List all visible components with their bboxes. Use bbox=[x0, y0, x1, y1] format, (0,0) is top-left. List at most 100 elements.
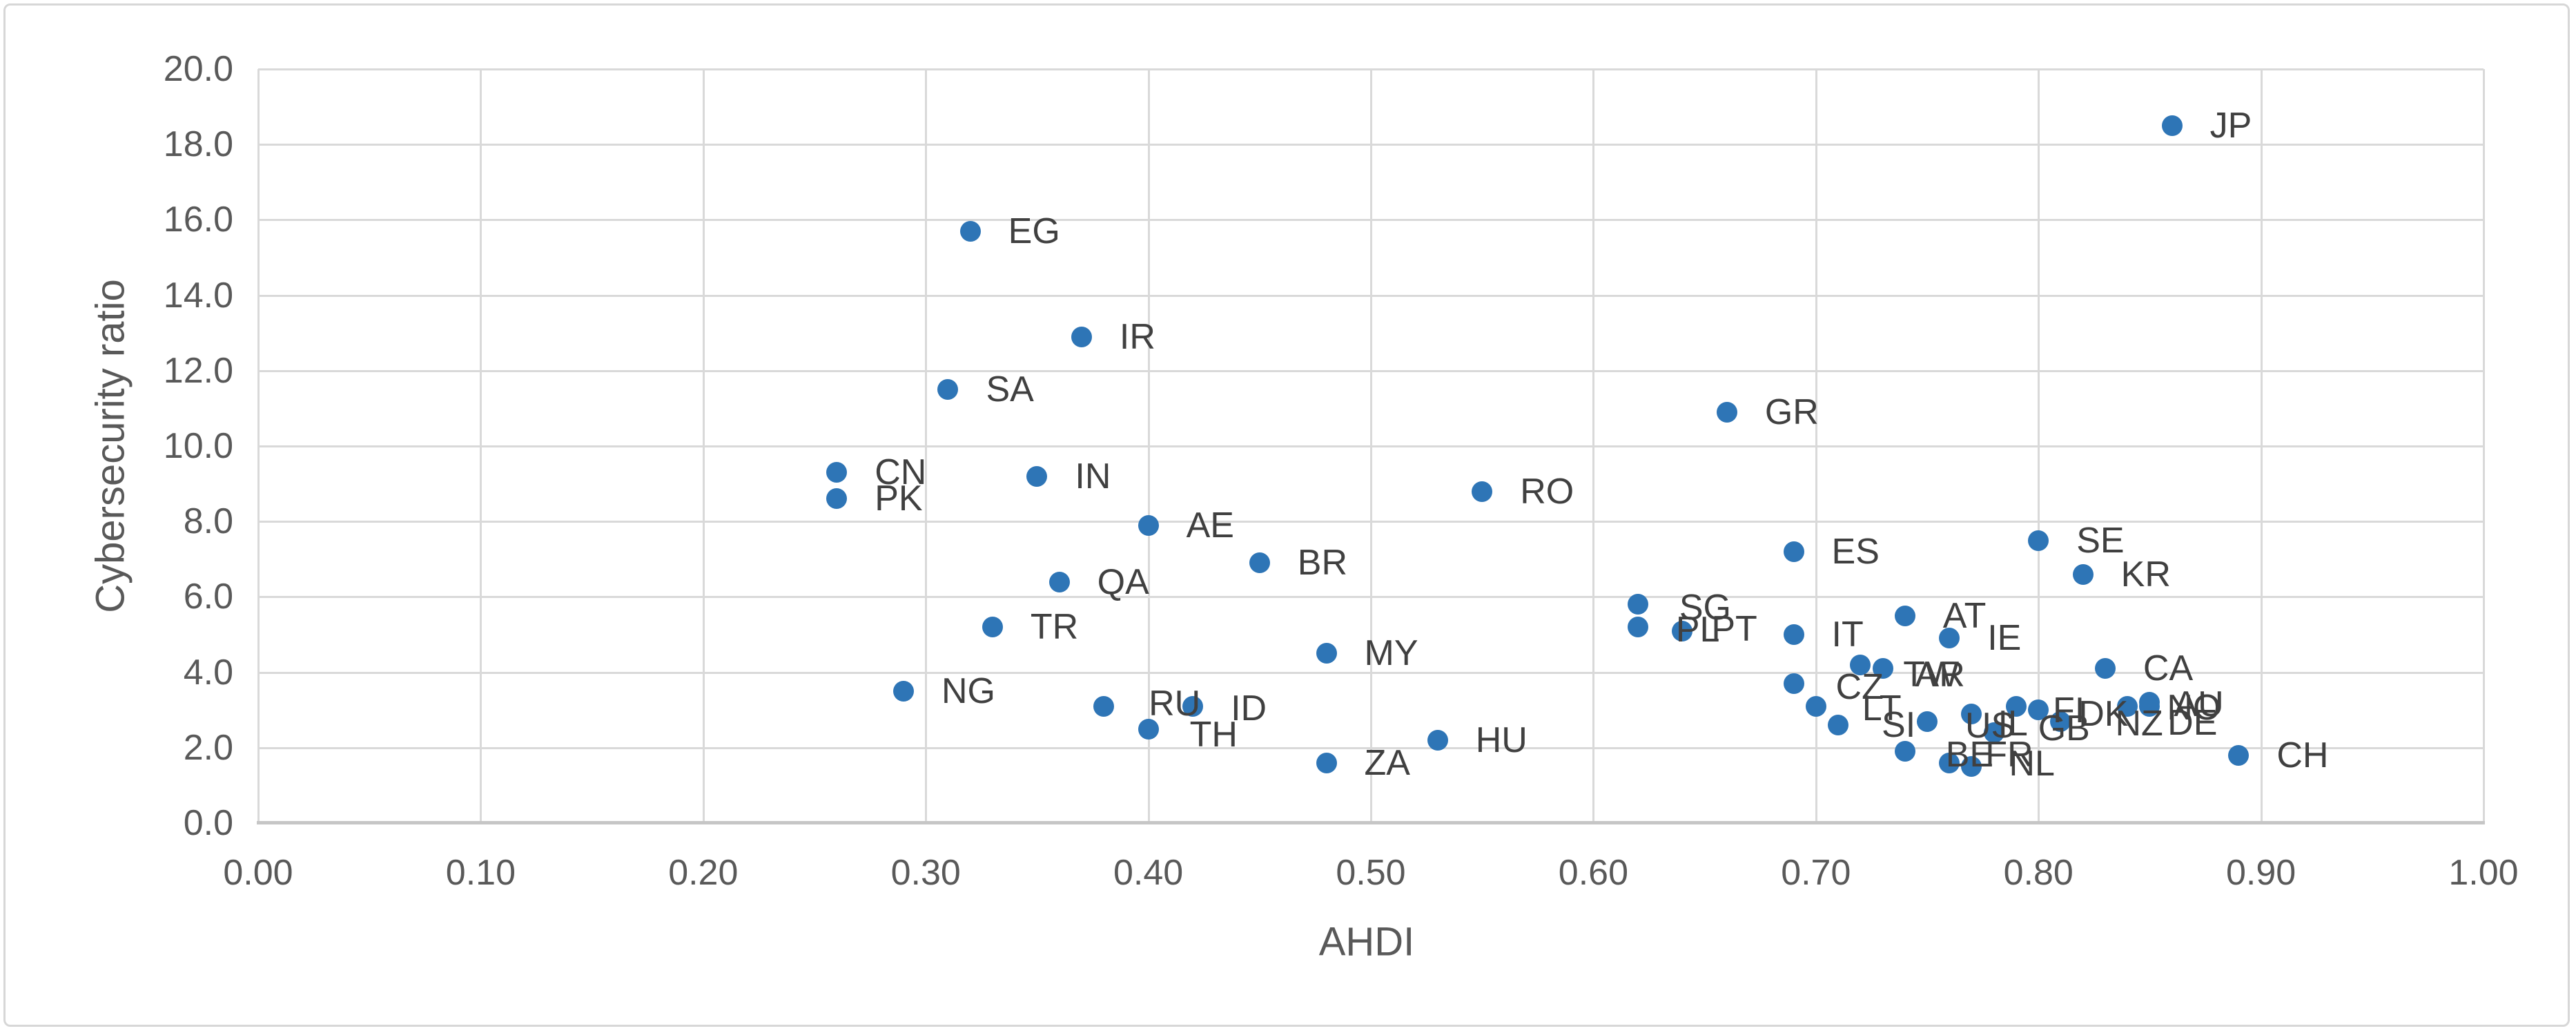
y-tick-label: 2.0 bbox=[183, 727, 233, 768]
point-label-DE: DE bbox=[2167, 702, 2218, 743]
point-label-IL: IL bbox=[1998, 703, 2028, 744]
data-point-US bbox=[1917, 711, 1938, 732]
y-tick-label: 0.0 bbox=[183, 803, 233, 843]
point-label-CN: CN bbox=[875, 452, 927, 493]
gridline-horizontal bbox=[258, 369, 2484, 372]
y-tick-label: 12.0 bbox=[163, 350, 233, 391]
data-point-NO bbox=[2139, 695, 2160, 717]
data-point-BR bbox=[1249, 552, 1270, 574]
x-tick-label: 0.30 bbox=[890, 853, 961, 893]
data-point-SI bbox=[1828, 715, 1849, 736]
point-label-EG: EG bbox=[1008, 211, 1060, 251]
point-label-QA: QA bbox=[1097, 561, 1149, 602]
point-label-MY: MY bbox=[1364, 633, 1418, 674]
gridline-horizontal bbox=[258, 68, 2484, 70]
y-tick-label: 16.0 bbox=[163, 200, 233, 240]
data-point-IT bbox=[1783, 624, 1804, 645]
data-point-RO bbox=[1472, 481, 1493, 502]
gridline-horizontal bbox=[258, 144, 2484, 146]
data-point-IR bbox=[1071, 326, 1092, 347]
data-point-SG bbox=[1627, 594, 1648, 615]
x-tick-label: 0.90 bbox=[2225, 853, 2296, 893]
point-label-LT: LT bbox=[1862, 688, 1902, 728]
point-label-IT: IT bbox=[1831, 615, 1864, 655]
data-point-FI bbox=[2005, 695, 2027, 717]
point-label-AU: AU bbox=[2174, 684, 2224, 725]
gridline-horizontal bbox=[258, 521, 2484, 523]
point-label-NL: NL bbox=[2009, 744, 2055, 784]
data-point-GR bbox=[1716, 401, 1737, 423]
data-point-JP bbox=[2161, 115, 2183, 136]
y-tick-label: 14.0 bbox=[163, 275, 233, 316]
point-label-RU: RU bbox=[1149, 683, 1201, 724]
data-point-PT bbox=[1672, 620, 1693, 641]
data-point-NG bbox=[892, 680, 914, 702]
point-label-BR: BR bbox=[1297, 543, 1348, 583]
x-tick-label: 0.10 bbox=[445, 853, 516, 893]
data-point-KR bbox=[2072, 563, 2094, 585]
x-axis-title: AHDI bbox=[1318, 919, 1415, 965]
point-label-JP: JP bbox=[2209, 105, 2252, 146]
point-label-NO: NO bbox=[2167, 687, 2221, 728]
point-label-TW: TW bbox=[1903, 654, 1960, 695]
data-point-SE bbox=[2028, 530, 2049, 551]
data-point-DK bbox=[2028, 699, 2049, 721]
point-label-CA: CA bbox=[2143, 648, 2194, 689]
gridline-horizontal bbox=[258, 596, 2484, 599]
point-label-SG: SG bbox=[1679, 588, 1732, 628]
data-point-QA bbox=[1048, 571, 1070, 592]
x-tick-label: 0.00 bbox=[223, 853, 293, 893]
x-tick-label: 0.50 bbox=[1336, 853, 1406, 893]
data-point-EG bbox=[959, 220, 981, 242]
point-label-TR: TR bbox=[1030, 607, 1079, 648]
data-point-FR bbox=[1939, 752, 1960, 773]
point-label-ID: ID bbox=[1231, 688, 1267, 728]
y-tick-label: 6.0 bbox=[183, 577, 233, 617]
y-tick-label: 20.0 bbox=[163, 49, 233, 89]
point-label-IR: IR bbox=[1119, 316, 1155, 357]
point-label-PL: PL bbox=[1675, 610, 1720, 650]
y-tick-label: 18.0 bbox=[163, 124, 233, 165]
gridline-horizontal bbox=[258, 445, 2484, 447]
gridline-horizontal bbox=[258, 219, 2484, 222]
data-point-CH bbox=[2228, 744, 2250, 766]
data-point-TW bbox=[1850, 654, 1871, 675]
point-label-GR: GR bbox=[1764, 392, 1819, 432]
data-point-CZ bbox=[1783, 673, 1804, 694]
x-tick-label: 0.80 bbox=[2003, 853, 2074, 893]
point-label-HU: HU bbox=[1475, 720, 1528, 760]
gridline-horizontal bbox=[258, 294, 2484, 297]
point-label-NZ: NZ bbox=[2115, 703, 2163, 744]
data-point-BE bbox=[1894, 741, 1915, 762]
x-tick-label: 0.20 bbox=[668, 853, 739, 893]
point-label-SI: SI bbox=[1882, 705, 1916, 746]
data-point-CA bbox=[2094, 658, 2116, 679]
x-axis-line bbox=[257, 821, 2485, 824]
x-tick-label: 1.00 bbox=[2448, 853, 2519, 893]
gridline-horizontal bbox=[258, 746, 2484, 749]
data-point-NZ bbox=[2050, 711, 2071, 732]
point-label-FI: FI bbox=[2052, 690, 2085, 731]
point-label-TH: TH bbox=[1189, 714, 1238, 755]
gridline-vertical bbox=[2483, 69, 2485, 823]
data-point-MY bbox=[1316, 643, 1337, 664]
plot-area: JP EG IR SA GR CN IN RO PK AE SE ES BR KR QA SG AT TR PL PT… bbox=[257, 68, 2485, 824]
data-point-AT bbox=[1894, 605, 1915, 626]
y-tick-label: 10.0 bbox=[163, 426, 233, 466]
point-label-SE: SE bbox=[2076, 520, 2125, 561]
point-label-FR: FR bbox=[1985, 734, 2033, 775]
point-label-IN: IN bbox=[1075, 456, 1111, 496]
data-point-HU bbox=[1427, 729, 1448, 751]
data-point-IE bbox=[1939, 628, 1960, 649]
data-point-DE bbox=[2117, 695, 2138, 717]
data-point-ZA bbox=[1316, 752, 1337, 773]
data-point-ES bbox=[1783, 541, 1804, 562]
data-point-NL bbox=[1961, 756, 1982, 778]
point-label-ZA: ZA bbox=[1364, 742, 1410, 783]
data-point-SA bbox=[937, 379, 959, 400]
point-label-KR: KR bbox=[2120, 554, 2171, 595]
point-label-PK: PK bbox=[875, 479, 923, 519]
gridline-horizontal bbox=[258, 671, 2484, 674]
point-label-BE: BE bbox=[1945, 735, 1994, 775]
